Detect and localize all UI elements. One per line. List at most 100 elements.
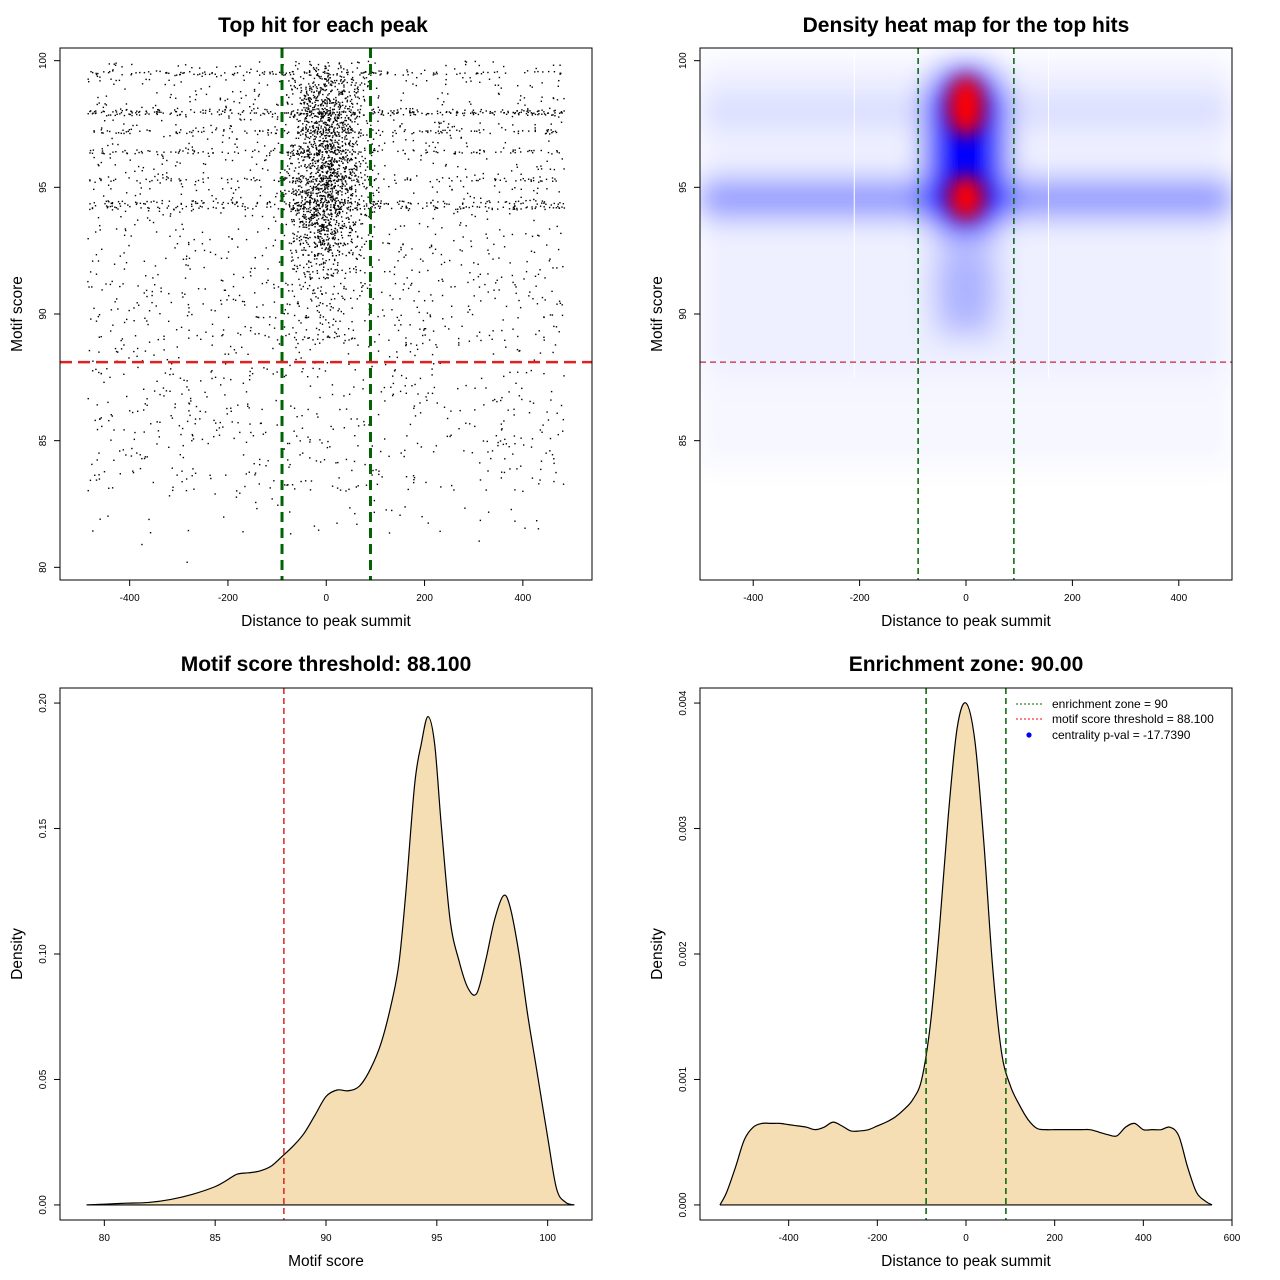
scatter-point bbox=[180, 129, 182, 131]
scatter-point bbox=[305, 88, 307, 90]
scatter-point bbox=[519, 151, 522, 153]
scatter-point bbox=[325, 89, 328, 91]
scatter-point bbox=[343, 86, 345, 88]
scatter-point bbox=[308, 137, 311, 140]
scatter-point bbox=[144, 403, 147, 405]
scatter-point bbox=[514, 112, 517, 114]
scatter-point bbox=[153, 168, 155, 170]
scatter-point bbox=[318, 94, 320, 96]
scatter-point bbox=[123, 114, 126, 117]
x-tick-label: 0 bbox=[963, 1233, 969, 1244]
scatter-point bbox=[538, 330, 540, 332]
scatter-point bbox=[515, 292, 517, 295]
scatter-point bbox=[352, 252, 354, 254]
scatter-point bbox=[89, 149, 92, 152]
scatter-point bbox=[341, 224, 343, 227]
scatter-point bbox=[313, 213, 315, 215]
scatter-point bbox=[324, 102, 326, 104]
scatter-point bbox=[325, 180, 328, 182]
scatter-point bbox=[351, 145, 353, 148]
scatter-point bbox=[98, 351, 100, 353]
scatter-point bbox=[356, 87, 359, 90]
scatter-point bbox=[332, 135, 334, 137]
scatter-point bbox=[295, 194, 298, 197]
scatter-point bbox=[93, 202, 96, 204]
scatter-point bbox=[289, 205, 291, 207]
scatter-point bbox=[162, 112, 164, 114]
scatter-point bbox=[339, 178, 341, 181]
y-axis-label: Density bbox=[9, 928, 26, 980]
scatter-point bbox=[305, 127, 307, 129]
scatter-point bbox=[330, 305, 332, 308]
scatter-point bbox=[485, 387, 487, 389]
scatter-point bbox=[293, 336, 296, 339]
scatter-point bbox=[323, 219, 325, 221]
scatter-point bbox=[366, 175, 369, 178]
scatter-point bbox=[300, 357, 302, 359]
scatter-point bbox=[237, 205, 239, 208]
scatter-point bbox=[425, 481, 427, 484]
scatter-point bbox=[346, 96, 349, 98]
scatter-point bbox=[360, 82, 363, 84]
scatter-point bbox=[337, 180, 340, 182]
scatter-point bbox=[332, 206, 335, 209]
scatter-point bbox=[298, 218, 301, 220]
scatter-point bbox=[324, 99, 326, 101]
scatter-point bbox=[470, 80, 472, 82]
scatter-point bbox=[350, 157, 352, 160]
scatter-point bbox=[346, 160, 348, 162]
scatter-point bbox=[298, 236, 301, 239]
scatter-point bbox=[343, 89, 345, 91]
scatter-point bbox=[416, 348, 419, 351]
scatter-point bbox=[328, 165, 330, 168]
scatter-point bbox=[474, 387, 476, 389]
scatter-point bbox=[428, 145, 431, 147]
scatter-point bbox=[429, 180, 432, 183]
scatter-point bbox=[203, 130, 205, 133]
scatter-point bbox=[270, 150, 272, 152]
scatter-point bbox=[102, 132, 104, 134]
scatter-point bbox=[93, 307, 95, 310]
scatter-point bbox=[388, 339, 390, 341]
scatter-point bbox=[332, 171, 334, 174]
scatter-point bbox=[421, 112, 423, 115]
scatter-point bbox=[201, 231, 204, 234]
scatter-point bbox=[218, 427, 221, 429]
scatter-point bbox=[96, 404, 98, 406]
scatter-point bbox=[314, 132, 316, 134]
scatter-point bbox=[345, 254, 347, 257]
scatter-point bbox=[319, 174, 321, 177]
scatter-point bbox=[316, 195, 319, 197]
scatter-point bbox=[307, 146, 309, 148]
scatter-point bbox=[326, 273, 328, 275]
scatter-point bbox=[215, 127, 218, 129]
scatter-point bbox=[275, 196, 277, 198]
scatter-point bbox=[291, 252, 293, 254]
scatter-point bbox=[393, 110, 395, 112]
scatter-point bbox=[110, 202, 112, 205]
scatter-point bbox=[335, 211, 337, 213]
scatter-point bbox=[325, 219, 327, 221]
scatter-point bbox=[377, 205, 380, 207]
scatter-point bbox=[469, 77, 471, 79]
panel-1-title: Top hit for each peak bbox=[218, 14, 428, 37]
scatter-point bbox=[317, 192, 320, 194]
scatter-point bbox=[122, 129, 124, 131]
scatter-point bbox=[310, 219, 312, 221]
scatter-point bbox=[111, 137, 113, 140]
scatter-point bbox=[482, 172, 484, 175]
scatter-point bbox=[327, 183, 329, 185]
scatter-point bbox=[273, 216, 275, 218]
scatter-point bbox=[357, 445, 359, 447]
scatter-point bbox=[346, 99, 349, 102]
scatter-point bbox=[313, 289, 315, 291]
scatter-point bbox=[288, 333, 290, 335]
scatter-point bbox=[179, 113, 182, 116]
scatter-point bbox=[320, 201, 323, 203]
scatter-point bbox=[327, 196, 329, 198]
scatter-point bbox=[301, 215, 304, 218]
scatter-point bbox=[362, 200, 365, 202]
scatter-point bbox=[312, 85, 314, 88]
scatter-point bbox=[312, 223, 315, 226]
scatter-point bbox=[496, 279, 498, 281]
